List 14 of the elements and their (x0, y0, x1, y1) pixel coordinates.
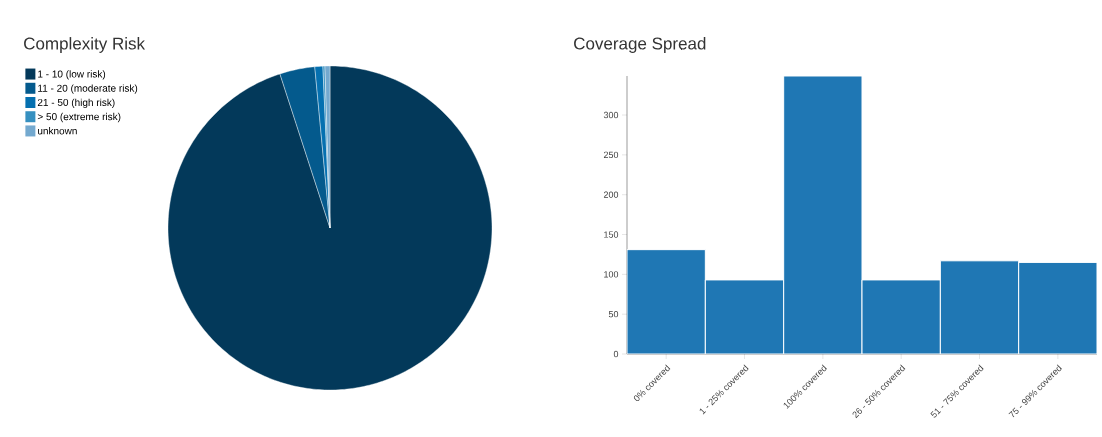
chart-title: Coverage Spread (574, 37, 706, 53)
y-tick-label: 150 (604, 231, 619, 238)
y-tick-label: 100 (604, 271, 619, 278)
legend-label: 11 - 20 (moderate risk) (38, 84, 138, 94)
y-tick-label: 50 (608, 310, 619, 318)
chart-title: Complexity Risk (24, 37, 146, 53)
y-tick-label: 200 (603, 191, 619, 198)
legend-label: 1 - 10 (low risk) (38, 70, 106, 80)
legend-label: > 50 (extreme risk) (37, 112, 121, 123)
y-tick-label: 0 (613, 350, 619, 358)
legend-label: unknown (38, 127, 77, 135)
legend-label: 21 - 50 (high risk) (37, 98, 115, 108)
y-tick-label: 300 (603, 111, 619, 119)
y-tick-label: 250 (603, 151, 619, 159)
